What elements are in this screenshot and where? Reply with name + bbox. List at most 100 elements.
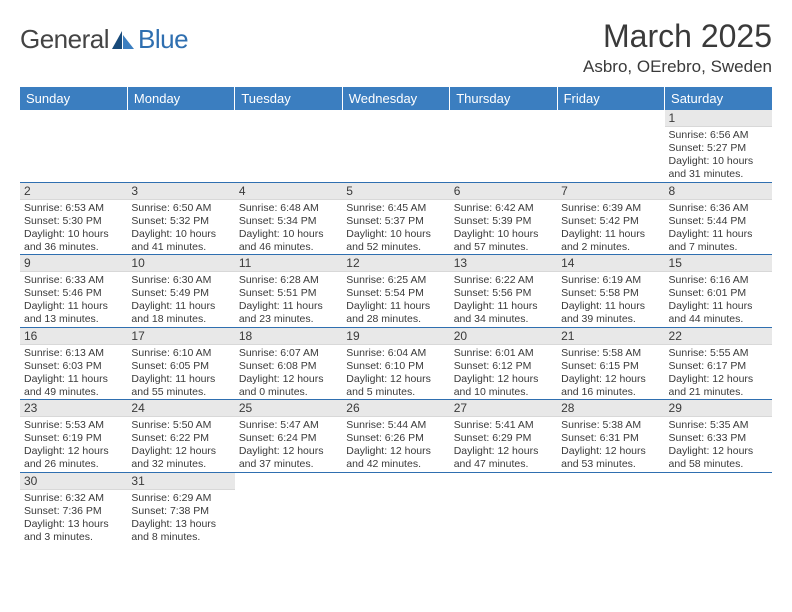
calendar-cell — [20, 110, 127, 182]
calendar-cell: 4Sunrise: 6:48 AMSunset: 5:34 PMDaylight… — [235, 182, 342, 255]
day-details: Sunrise: 6:16 AMSunset: 6:01 PMDaylight:… — [665, 272, 772, 327]
day-details: Sunrise: 6:50 AMSunset: 5:32 PMDaylight:… — [127, 200, 234, 255]
calendar-cell: 2Sunrise: 6:53 AMSunset: 5:30 PMDaylight… — [20, 182, 127, 255]
day-number: 29 — [665, 400, 772, 417]
day-number: 1 — [665, 110, 772, 127]
day-number: 2 — [20, 183, 127, 200]
day-details: Sunrise: 6:04 AMSunset: 6:10 PMDaylight:… — [342, 345, 449, 400]
calendar-cell: 8Sunrise: 6:36 AMSunset: 5:44 PMDaylight… — [665, 182, 772, 255]
day-number: 4 — [235, 183, 342, 200]
calendar-cell: 11Sunrise: 6:28 AMSunset: 5:51 PMDayligh… — [235, 255, 342, 328]
day-number: 16 — [20, 328, 127, 345]
day-details: Sunrise: 6:01 AMSunset: 6:12 PMDaylight:… — [450, 345, 557, 400]
calendar-cell: 17Sunrise: 6:10 AMSunset: 6:05 PMDayligh… — [127, 327, 234, 400]
calendar-row: 1Sunrise: 6:56 AMSunset: 5:27 PMDaylight… — [20, 110, 772, 182]
day-details: Sunrise: 6:56 AMSunset: 5:27 PMDaylight:… — [665, 127, 772, 182]
day-number: 30 — [20, 473, 127, 490]
day-number: 19 — [342, 328, 449, 345]
calendar-cell: 27Sunrise: 5:41 AMSunset: 6:29 PMDayligh… — [450, 400, 557, 473]
calendar-cell — [450, 110, 557, 182]
day-number: 7 — [557, 183, 664, 200]
day-number: 24 — [127, 400, 234, 417]
calendar-cell: 1Sunrise: 6:56 AMSunset: 5:27 PMDaylight… — [665, 110, 772, 182]
day-number: 10 — [127, 255, 234, 272]
calendar-cell: 14Sunrise: 6:19 AMSunset: 5:58 PMDayligh… — [557, 255, 664, 328]
calendar-cell: 20Sunrise: 6:01 AMSunset: 6:12 PMDayligh… — [450, 327, 557, 400]
day-details: Sunrise: 5:35 AMSunset: 6:33 PMDaylight:… — [665, 417, 772, 472]
weekday-friday: Friday — [557, 87, 664, 110]
calendar-cell: 21Sunrise: 5:58 AMSunset: 6:15 PMDayligh… — [557, 327, 664, 400]
calendar-cell — [557, 110, 664, 182]
day-details: Sunrise: 6:32 AMSunset: 7:36 PMDaylight:… — [20, 490, 127, 545]
calendar-cell: 25Sunrise: 5:47 AMSunset: 6:24 PMDayligh… — [235, 400, 342, 473]
weekday-header-row: Sunday Monday Tuesday Wednesday Thursday… — [20, 87, 772, 110]
day-number: 17 — [127, 328, 234, 345]
calendar-cell: 24Sunrise: 5:50 AMSunset: 6:22 PMDayligh… — [127, 400, 234, 473]
day-details: Sunrise: 6:07 AMSunset: 6:08 PMDaylight:… — [235, 345, 342, 400]
calendar-cell: 23Sunrise: 5:53 AMSunset: 6:19 PMDayligh… — [20, 400, 127, 473]
day-number: 25 — [235, 400, 342, 417]
day-number: 3 — [127, 183, 234, 200]
day-number: 31 — [127, 473, 234, 490]
calendar-cell — [342, 110, 449, 182]
calendar-cell: 13Sunrise: 6:22 AMSunset: 5:56 PMDayligh… — [450, 255, 557, 328]
calendar-cell: 9Sunrise: 6:33 AMSunset: 5:46 PMDaylight… — [20, 255, 127, 328]
day-number: 9 — [20, 255, 127, 272]
day-details: Sunrise: 6:53 AMSunset: 5:30 PMDaylight:… — [20, 200, 127, 255]
weekday-thursday: Thursday — [450, 87, 557, 110]
calendar-cell: 12Sunrise: 6:25 AMSunset: 5:54 PMDayligh… — [342, 255, 449, 328]
weekday-monday: Monday — [127, 87, 234, 110]
logo: General Blue — [20, 18, 188, 55]
weekday-wednesday: Wednesday — [342, 87, 449, 110]
day-number: 6 — [450, 183, 557, 200]
day-number: 23 — [20, 400, 127, 417]
day-number: 11 — [235, 255, 342, 272]
calendar-cell: 26Sunrise: 5:44 AMSunset: 6:26 PMDayligh… — [342, 400, 449, 473]
day-number: 8 — [665, 183, 772, 200]
day-number: 18 — [235, 328, 342, 345]
calendar-cell: 15Sunrise: 6:16 AMSunset: 6:01 PMDayligh… — [665, 255, 772, 328]
day-details: Sunrise: 5:47 AMSunset: 6:24 PMDaylight:… — [235, 417, 342, 472]
calendar-cell: 6Sunrise: 6:42 AMSunset: 5:39 PMDaylight… — [450, 182, 557, 255]
logo-text-2: Blue — [138, 24, 188, 55]
day-number: 20 — [450, 328, 557, 345]
day-details: Sunrise: 6:29 AMSunset: 7:38 PMDaylight:… — [127, 490, 234, 545]
day-number: 5 — [342, 183, 449, 200]
day-number: 21 — [557, 328, 664, 345]
day-number: 14 — [557, 255, 664, 272]
weekday-tuesday: Tuesday — [235, 87, 342, 110]
calendar-cell: 19Sunrise: 6:04 AMSunset: 6:10 PMDayligh… — [342, 327, 449, 400]
calendar-cell: 18Sunrise: 6:07 AMSunset: 6:08 PMDayligh… — [235, 327, 342, 400]
day-details: Sunrise: 6:13 AMSunset: 6:03 PMDaylight:… — [20, 345, 127, 400]
calendar-table: Sunday Monday Tuesday Wednesday Thursday… — [20, 87, 772, 544]
calendar-cell — [127, 110, 234, 182]
day-details: Sunrise: 5:41 AMSunset: 6:29 PMDaylight:… — [450, 417, 557, 472]
day-number: 28 — [557, 400, 664, 417]
day-number: 22 — [665, 328, 772, 345]
weekday-saturday: Saturday — [665, 87, 772, 110]
calendar-row: 2Sunrise: 6:53 AMSunset: 5:30 PMDaylight… — [20, 182, 772, 255]
day-details: Sunrise: 6:28 AMSunset: 5:51 PMDaylight:… — [235, 272, 342, 327]
day-number: 15 — [665, 255, 772, 272]
day-number: 13 — [450, 255, 557, 272]
calendar-cell: 28Sunrise: 5:38 AMSunset: 6:31 PMDayligh… — [557, 400, 664, 473]
day-details: Sunrise: 6:19 AMSunset: 5:58 PMDaylight:… — [557, 272, 664, 327]
calendar-cell — [235, 110, 342, 182]
day-details: Sunrise: 6:42 AMSunset: 5:39 PMDaylight:… — [450, 200, 557, 255]
day-details: Sunrise: 5:38 AMSunset: 6:31 PMDaylight:… — [557, 417, 664, 472]
day-details: Sunrise: 6:30 AMSunset: 5:49 PMDaylight:… — [127, 272, 234, 327]
day-details: Sunrise: 5:44 AMSunset: 6:26 PMDaylight:… — [342, 417, 449, 472]
location: Asbro, OErebro, Sweden — [583, 57, 772, 77]
day-details: Sunrise: 5:55 AMSunset: 6:17 PMDaylight:… — [665, 345, 772, 400]
day-details: Sunrise: 5:50 AMSunset: 6:22 PMDaylight:… — [127, 417, 234, 472]
day-details: Sunrise: 6:33 AMSunset: 5:46 PMDaylight:… — [20, 272, 127, 327]
calendar-cell: 31Sunrise: 6:29 AMSunset: 7:38 PMDayligh… — [127, 472, 234, 544]
day-details: Sunrise: 6:25 AMSunset: 5:54 PMDaylight:… — [342, 272, 449, 327]
calendar-cell: 3Sunrise: 6:50 AMSunset: 5:32 PMDaylight… — [127, 182, 234, 255]
calendar-cell — [235, 472, 342, 544]
calendar-row: 9Sunrise: 6:33 AMSunset: 5:46 PMDaylight… — [20, 255, 772, 328]
calendar-cell: 10Sunrise: 6:30 AMSunset: 5:49 PMDayligh… — [127, 255, 234, 328]
header: General Blue March 2025 Asbro, OErebro, … — [20, 18, 772, 77]
day-details: Sunrise: 6:45 AMSunset: 5:37 PMDaylight:… — [342, 200, 449, 255]
calendar-body: 1Sunrise: 6:56 AMSunset: 5:27 PMDaylight… — [20, 110, 772, 544]
